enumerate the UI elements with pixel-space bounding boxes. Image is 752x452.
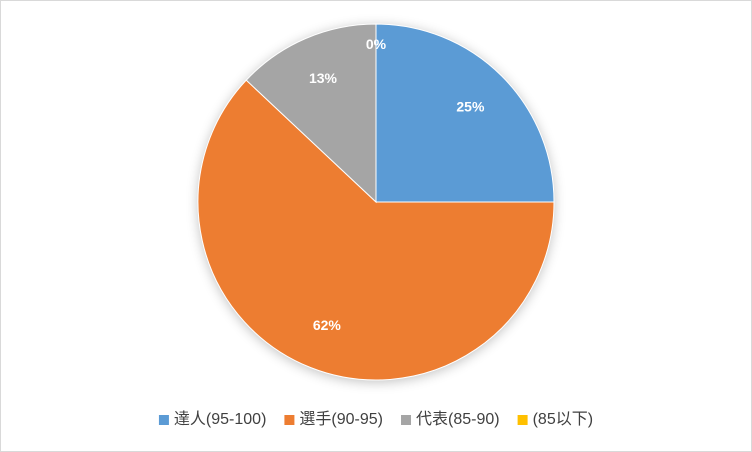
legend-label: (85以下) <box>533 411 593 428</box>
legend-item: 選手(90-95) <box>284 410 383 428</box>
data-label: 25% <box>456 98 485 114</box>
legend-swatch <box>517 415 528 425</box>
pie-slice <box>197 79 555 381</box>
pie-slice <box>375 23 555 203</box>
legend-label: 選手(90-95) <box>299 410 383 428</box>
data-label: 0% <box>366 36 387 52</box>
legend-label: 代表(85-90) <box>416 410 500 428</box>
data-label: 13% <box>309 70 338 86</box>
legend-item: 代表(85-90) <box>401 410 500 428</box>
pie: 25% 62% 13% 0% <box>197 23 555 381</box>
legend-swatch <box>284 415 295 425</box>
legend-label: 達人(95-100) <box>174 410 266 428</box>
legend-item: (85以下) <box>517 411 593 428</box>
data-label: 62% <box>313 317 342 333</box>
pie-slice <box>245 23 377 204</box>
legend-item: 達人(95-100) <box>158 410 266 428</box>
legend: 達人(95-100) 選手(90-95) 代表(85-90) (85以下) <box>158 410 593 428</box>
legend-swatch <box>158 415 169 425</box>
legend-swatch <box>401 415 412 425</box>
